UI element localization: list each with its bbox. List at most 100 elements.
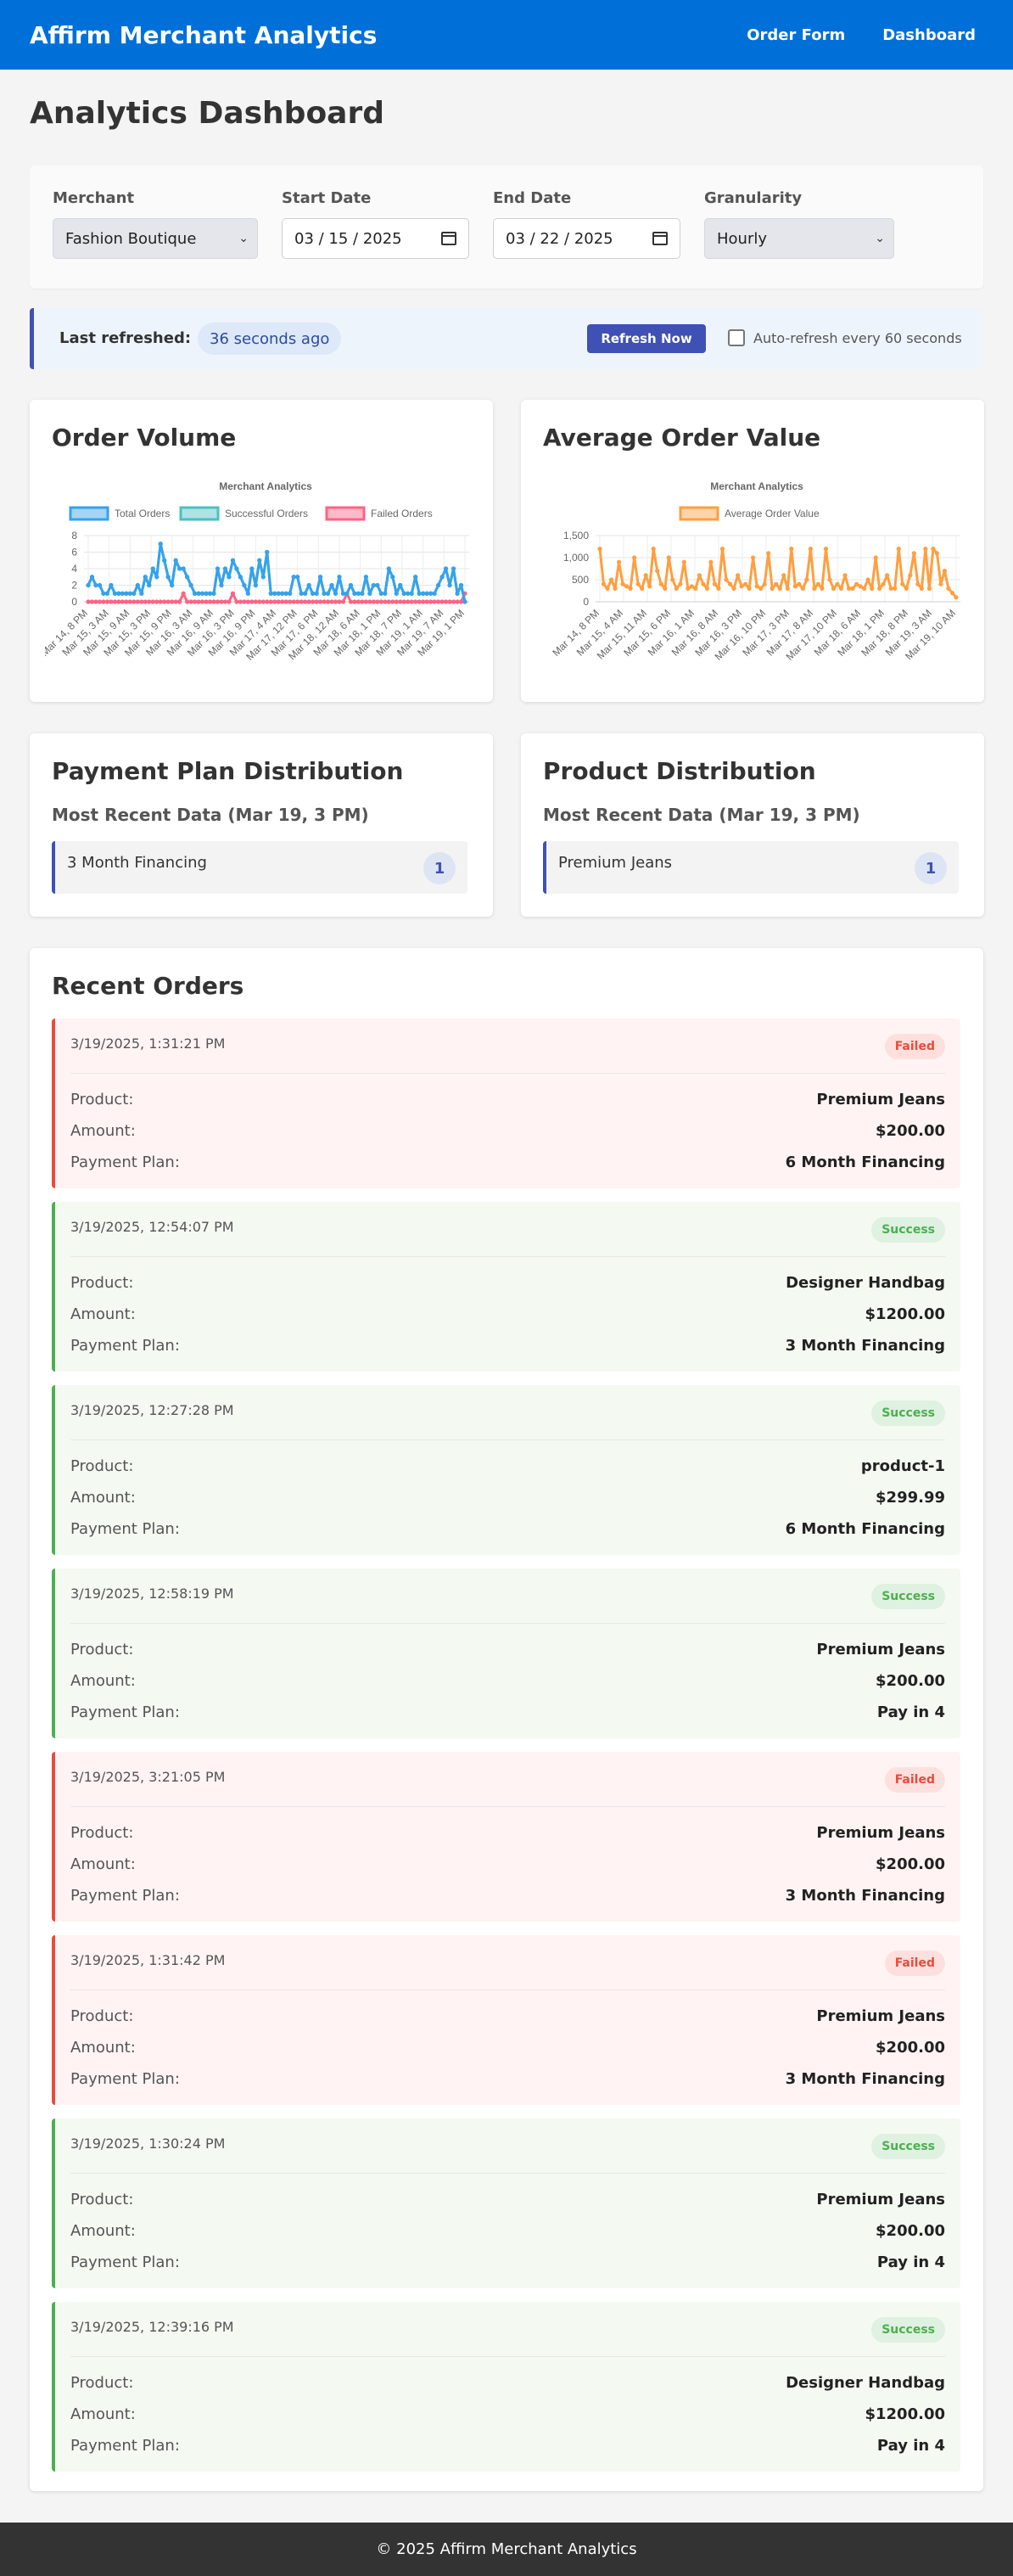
data-point — [295, 575, 300, 580]
order-row-product: Product: Premium Jeans — [70, 2007, 945, 2031]
aov-chart[interactable]: Merchant Analytics Average Order Value 0 50… — [536, 476, 977, 688]
calendar-icon[interactable] — [441, 232, 456, 245]
status-badge: Success — [871, 1217, 945, 1243]
start-date-label: Start Date — [282, 189, 372, 207]
data-point — [283, 591, 288, 596]
data-point — [101, 591, 106, 596]
refresh-now-button[interactable]: Refresh Now — [587, 324, 706, 353]
data-point — [731, 586, 736, 591]
data-point — [211, 599, 216, 604]
data-point — [185, 599, 190, 604]
data-point — [704, 586, 710, 591]
data-point — [260, 575, 266, 580]
granularity-select[interactable]: Hourly ⌄ — [704, 218, 894, 259]
data-point — [881, 581, 886, 586]
auto-refresh-checkbox[interactable] — [728, 329, 745, 346]
divider — [70, 1806, 945, 1807]
data-point — [823, 547, 829, 552]
data-point — [398, 599, 403, 604]
data-point — [280, 599, 285, 604]
y-tick-label: 8 — [71, 530, 77, 542]
order-volume-chart[interactable]: Merchant Analytics Total Orders Successful… — [45, 476, 486, 688]
data-point — [291, 599, 296, 604]
nav-link-dashboard[interactable]: Dashboard — [882, 25, 976, 44]
footer: © 2025 Affirm Merchant Analytics — [0, 2523, 1013, 2576]
data-point — [406, 599, 411, 604]
data-point — [303, 591, 308, 596]
order-row-plan: Payment Plan: Pay in 4 — [70, 2253, 945, 2277]
data-point — [86, 582, 91, 588]
refresh-bar: Last refreshed: 36 seconds ago Refresh N… — [30, 308, 983, 369]
data-point — [934, 551, 940, 556]
data-point — [455, 599, 460, 604]
data-point — [781, 573, 786, 578]
data-point — [306, 582, 311, 588]
end-date-input[interactable]: 03 / 22 / 2025 — [493, 218, 680, 259]
payment-plan-item-label: 3 Month Financing — [67, 854, 207, 872]
nav-link-order-form[interactable]: Order Form — [747, 25, 846, 44]
data-point — [808, 547, 813, 552]
order-row-plan: Payment Plan: 6 Month Financing — [70, 1153, 945, 1177]
payment-plan-card: Payment Plan Distribution Most Recent Da… — [30, 733, 493, 917]
order-row-plan: Payment Plan: 3 Month Financing — [70, 2070, 945, 2094]
brand-title[interactable]: Affirm Merchant Analytics — [30, 20, 378, 49]
data-point — [371, 599, 376, 604]
order-row-amount: Amount: $200.00 — [70, 2222, 945, 2246]
order-row-product: Product: Premium Jeans — [70, 2191, 945, 2214]
amount-value: $1200.00 — [865, 1305, 945, 1323]
data-point — [242, 599, 247, 604]
end-date-label: End Date — [493, 189, 572, 207]
data-point — [800, 586, 805, 591]
data-point — [116, 591, 121, 596]
legend-label: Average Order Value — [725, 508, 820, 519]
data-point — [207, 599, 213, 604]
data-point — [348, 599, 354, 604]
product-value: Premium Jeans — [816, 1091, 945, 1108]
data-point — [253, 582, 258, 588]
data-point — [109, 582, 114, 588]
data-point — [643, 573, 648, 578]
data-point — [333, 599, 339, 604]
data-point — [272, 591, 277, 596]
data-point — [222, 566, 228, 571]
order-card: 3/19/2025, 12:54:07 PM Success Product: Des… — [52, 1202, 960, 1372]
status-badge: Success — [871, 2134, 945, 2159]
data-point — [877, 586, 882, 591]
data-point — [234, 599, 239, 604]
calendar-icon[interactable] — [652, 232, 668, 245]
plan-value: 3 Month Financing — [785, 1337, 945, 1355]
page-title: Analytics Dashboard — [30, 96, 384, 131]
data-point — [329, 599, 334, 604]
data-point — [701, 581, 706, 586]
data-point — [265, 549, 270, 555]
granularity-value: Hourly — [717, 229, 768, 248]
plan-key: Payment Plan: — [70, 1153, 180, 1171]
data-point — [716, 586, 721, 591]
legend-swatch — [69, 506, 109, 521]
data-point — [751, 555, 756, 560]
data-point — [132, 591, 137, 596]
data-point — [337, 599, 342, 604]
data-point — [192, 599, 198, 604]
status-badge: Success — [871, 2317, 945, 2343]
data-point — [394, 599, 399, 604]
data-point — [926, 586, 932, 591]
data-point — [147, 582, 152, 588]
product-key: Product: — [70, 1091, 134, 1108]
start-date-input[interactable]: 03 / 15 / 2025 — [282, 218, 469, 259]
order-row-product: Product: Premium Jeans — [70, 1824, 945, 1848]
data-point — [865, 577, 870, 582]
data-point — [842, 573, 848, 578]
data-point — [390, 599, 395, 604]
data-point — [724, 577, 729, 582]
data-point — [188, 582, 193, 588]
data-point — [670, 577, 675, 582]
data-point — [383, 591, 388, 596]
page-title-wrap: Analytics Dashboard — [30, 0, 384, 129]
order-row-amount: Amount: $1200.00 — [70, 1305, 945, 1329]
auto-refresh-toggle[interactable]: Auto-refresh every 60 seconds — [728, 329, 962, 346]
data-point — [86, 599, 91, 604]
merchant-select[interactable]: Fashion Boutique ⌄ — [53, 218, 258, 259]
data-point — [257, 599, 262, 604]
data-point — [311, 599, 316, 604]
